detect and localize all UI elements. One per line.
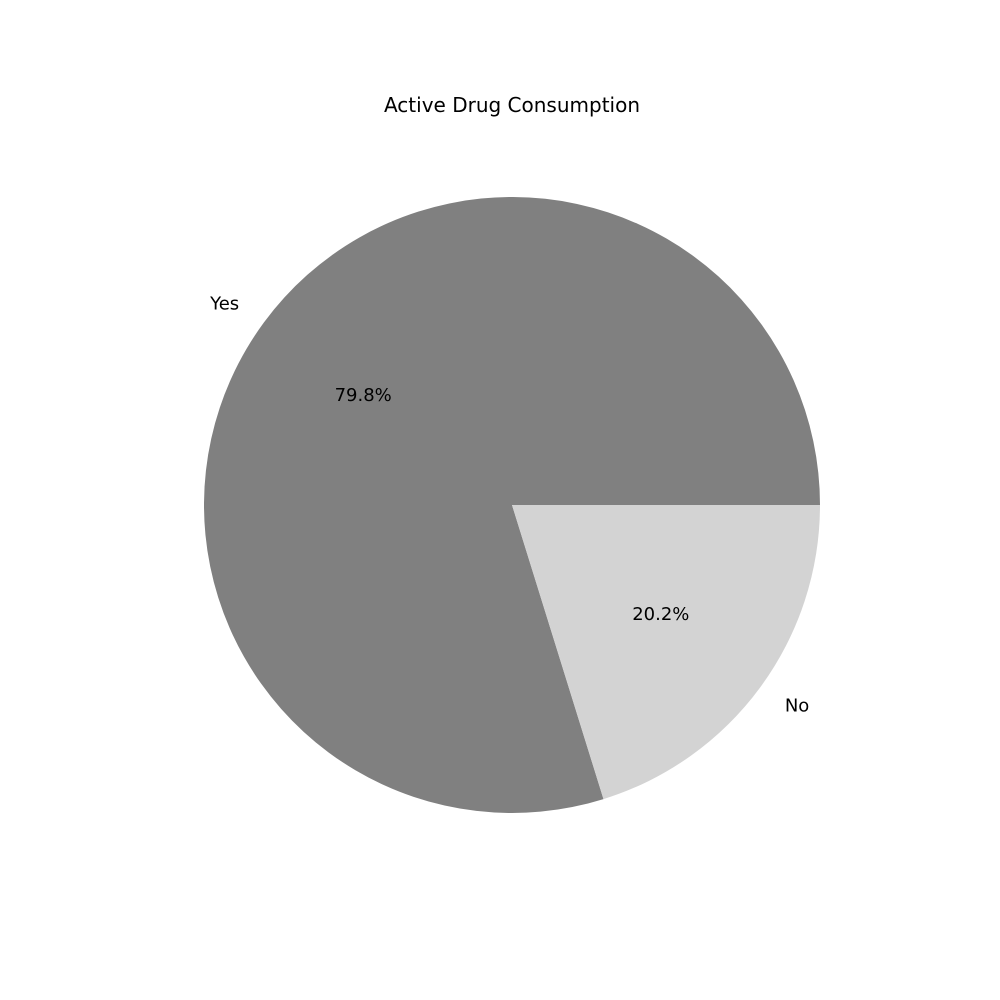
slice-label-yes: Yes (209, 294, 239, 315)
chart-title: Active Drug Consumption (384, 93, 640, 117)
slice-label-no: No (785, 695, 809, 716)
pie-slices (203, 196, 820, 814)
percent-label-no: 20.2% (632, 604, 689, 625)
pie-labels: Yes 79.8% No 20.2% (209, 294, 809, 717)
percent-label-yes: 79.8% (335, 385, 392, 406)
pie-slice-no (512, 505, 820, 800)
